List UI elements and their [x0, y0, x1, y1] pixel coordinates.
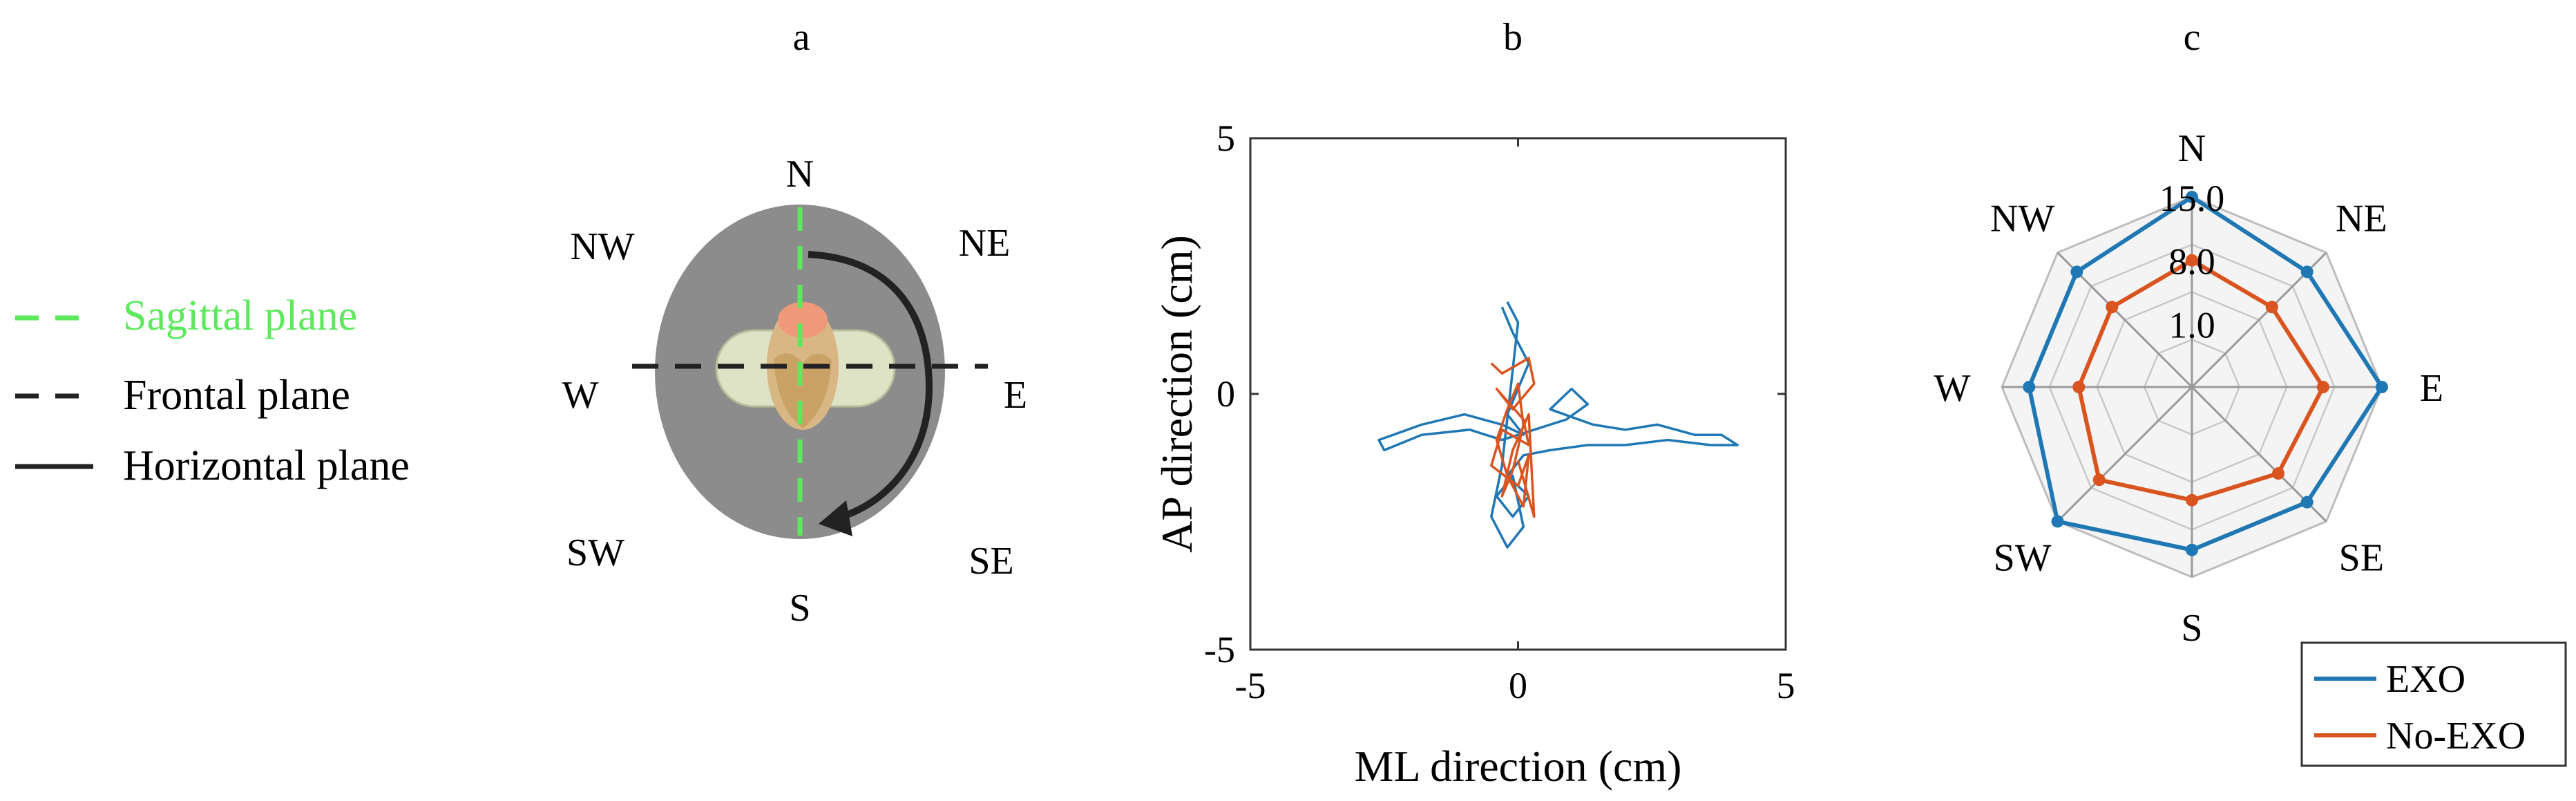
head-diagram	[632, 205, 988, 539]
plane-legend: Sagittal plane Frontal plane Horizontal …	[15, 292, 410, 489]
dir-label-se: SE	[969, 540, 1013, 583]
radar-point	[2272, 467, 2285, 480]
radar-point	[2300, 496, 2313, 509]
radar-legend	[2300, 641, 2567, 767]
dir-label-n: N	[786, 153, 814, 196]
radar-point	[2106, 301, 2119, 314]
panel-b-label: b	[1503, 16, 1523, 59]
y-tick-label: 0	[1217, 373, 1235, 415]
trajectory-chart: -5 0 5 -5 0 5 ML direction (cm) AP direction (c…	[1152, 117, 1795, 791]
legend-frontal-label: Frontal plane	[123, 372, 350, 419]
panel-b: b -5 0 5 -5 0 5 ML direction (cm) AP direction …	[1152, 16, 1795, 791]
trajectory-line-no-exo	[1490, 357, 1536, 518]
y-axis-label: AP direction (cm)	[1152, 235, 1201, 553]
radar-point	[2186, 191, 2198, 203]
radar-point	[2316, 381, 2329, 393]
radar-axis-label-se: SE	[2339, 536, 2384, 579]
radar-point	[2092, 473, 2106, 487]
x-tick-label: 5	[1777, 665, 1795, 706]
x-tick-label: 0	[1509, 665, 1527, 706]
radar-tick-label: 15.0	[2159, 178, 2225, 219]
radar-point	[2186, 493, 2198, 507]
radar-axis-label-s: S	[2181, 607, 2202, 650]
radar-point	[2051, 515, 2064, 528]
radar-point	[2265, 301, 2278, 314]
radar-chart: 1.0 8.0 15.0 N NE E SE S SW W NW EXO No-EXO	[1934, 127, 2567, 767]
legend-sagittal-label: Sagittal plane	[123, 292, 357, 339]
radar-point	[2300, 265, 2313, 279]
legend-horizontal-label: Horizontal plane	[123, 442, 410, 489]
radar-point	[2186, 543, 2198, 556]
radar-axis-label-ne: NE	[2336, 198, 2387, 241]
radar-spoke	[2057, 386, 2193, 522]
dir-label-e: E	[1004, 374, 1027, 417]
dir-label-w: W	[562, 374, 599, 417]
radar-axis-label-nw: NW	[1990, 198, 2054, 241]
radar-axis-label-sw: SW	[1994, 536, 2052, 579]
dir-label-nw: NW	[570, 225, 634, 268]
dir-label-sw: SW	[566, 531, 624, 574]
panel-c: c 1.0 8.0 15.0 N NE E SE S SW W NW EXO No-EXO	[1934, 16, 2567, 767]
compass-labels: N NE E SE S SW W NW	[562, 153, 1028, 630]
horizontal-rotation-arrow	[808, 251, 933, 522]
radar-point	[2023, 381, 2036, 393]
arrow-head-icon	[819, 500, 852, 536]
hair-shape	[774, 353, 832, 428]
x-tick-label: -5	[1235, 665, 1266, 706]
legend-label-no-exo: No-EXO	[2386, 715, 2526, 757]
trajectory-line-exo	[1377, 301, 1739, 549]
radar-axis-label-e: E	[2420, 367, 2443, 410]
dir-label-ne: NE	[959, 222, 1011, 265]
y-tick-label: -5	[1204, 629, 1235, 670]
x-axis-label: ML direction (cm)	[1355, 742, 1682, 791]
panel-a-label: a	[793, 16, 810, 59]
radar-point	[2070, 265, 2083, 279]
radar-point	[2072, 381, 2086, 393]
plot-area	[1249, 137, 1787, 651]
radar-axis-label-w: W	[1934, 367, 1971, 410]
panel-a: a Sagittal plane Frontal plane Horizonta…	[15, 16, 1027, 630]
radar-point	[2186, 254, 2198, 267]
dir-label-s: S	[789, 587, 810, 630]
face-shape	[778, 302, 828, 338]
legend-label-exo: EXO	[2386, 658, 2465, 701]
radar-tick-label: 8.0	[2168, 241, 2215, 283]
radar-tick-label: 1.0	[2168, 304, 2215, 346]
panel-c-label: c	[2184, 16, 2201, 59]
radar-axis-label-n: N	[2178, 127, 2206, 170]
y-tick-label: 5	[1217, 117, 1235, 159]
radar-point	[2376, 381, 2388, 393]
